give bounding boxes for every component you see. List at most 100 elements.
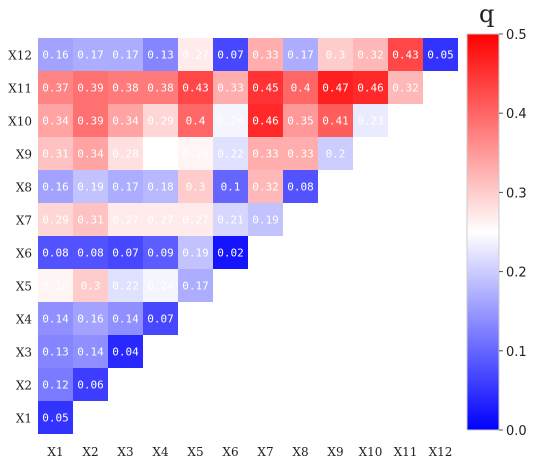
heatmap-cell — [213, 170, 248, 203]
cell-value-label: 0.31 — [77, 214, 104, 227]
colorbar-tick-label: 0.1 — [506, 345, 527, 360]
heatmap-cell — [283, 71, 318, 104]
cell-value-label: 0.13 — [42, 346, 69, 359]
colorbar-tick-label: 0.4 — [506, 107, 527, 122]
heatmap-cell — [248, 104, 283, 137]
heatmap-cell — [283, 170, 318, 203]
heatmap-cell — [143, 71, 178, 104]
cell-value-label: 0.32 — [392, 82, 419, 95]
heatmap-cell — [178, 71, 213, 104]
heatmap-cell — [73, 104, 108, 137]
heatmap-cell — [248, 38, 283, 71]
cell-value-label: 0.17 — [112, 49, 139, 62]
heatmap-cell — [73, 71, 108, 104]
heatmap-cell — [108, 203, 143, 236]
cell-value-label: 0.3 — [186, 181, 206, 194]
heatmap-cell — [318, 71, 353, 104]
heatmap-cell — [178, 137, 213, 170]
heatmap-cell — [73, 236, 108, 269]
cell-value-label: 0.19 — [77, 181, 104, 194]
heatmap-cell — [38, 71, 73, 104]
heatmap-cell — [108, 335, 143, 368]
cell-value-label: 0.38 — [112, 82, 139, 95]
heatmap-cell — [108, 71, 143, 104]
cell-value-label: 0.33 — [252, 49, 279, 62]
heatmap-cell — [248, 137, 283, 170]
cell-value-label: 0.02 — [217, 247, 244, 260]
colorbar-tick-label: 0.3 — [506, 186, 527, 201]
heatmap-cell — [143, 269, 178, 302]
heatmap-cell — [73, 170, 108, 203]
heatmap-cell — [38, 236, 73, 269]
heatmap-cell — [108, 104, 143, 137]
cell-value-label: 0.27 — [112, 214, 139, 227]
x-axis-tick-labels: X1 X2 X3 X4 X5 X6 X7 X8 X9 X10 X11 X12 — [47, 445, 452, 459]
heatmap-cell — [178, 269, 213, 302]
cell-value-label: 0.46 — [357, 82, 384, 95]
heatmap-cell — [213, 137, 248, 170]
cell-value-label: 0.39 — [77, 115, 104, 128]
heatmap-cell — [108, 269, 143, 302]
heatmap-cell — [143, 137, 178, 170]
colorbar-gradient — [466, 33, 500, 431]
cell-value-label: 0.17 — [287, 49, 314, 62]
cell-value-label: 0.22 — [217, 148, 244, 161]
y-tick-label: X3 — [16, 346, 32, 360]
cell-value-label: 0.16 — [42, 49, 69, 62]
cell-value-label: 0.37 — [42, 82, 69, 95]
heatmap-cell — [178, 170, 213, 203]
heatmap-cell — [143, 302, 178, 335]
heatmap-cell — [248, 71, 283, 104]
heatmap-cell — [318, 137, 353, 170]
cell-value-label: 0.08 — [77, 247, 104, 260]
heatmap-cell — [38, 401, 73, 434]
cell-value-label: 0.33 — [217, 82, 244, 95]
cell-value-label: 0.2 — [326, 148, 346, 161]
heatmap-cell — [108, 302, 143, 335]
cell-value-label: 0.46 — [252, 115, 279, 128]
heatmap-cell — [143, 104, 178, 137]
cell-value-label: 0.3 — [326, 49, 346, 62]
x-tick-label: X2 — [82, 445, 98, 459]
x-tick-label: X9 — [327, 445, 343, 459]
heatmap-cell — [213, 104, 248, 137]
heatmap-cell — [318, 38, 353, 71]
heatmap-cell — [143, 38, 178, 71]
cell-value-label: 0.09 — [147, 247, 174, 260]
heatmap-cell — [213, 236, 248, 269]
y-tick-label: X1 — [16, 412, 32, 426]
cell-value-label: 0.35 — [287, 115, 314, 128]
cell-value-label: 0.26 — [182, 148, 209, 161]
cell-value-label: 0.28 — [112, 148, 139, 161]
y-tick-label: X7 — [16, 214, 32, 228]
cell-value-label: 0.31 — [42, 148, 69, 161]
heatmap-cell — [353, 38, 388, 71]
cell-value-label: 0.43 — [182, 82, 209, 95]
cell-value-label: 0.3 — [81, 280, 101, 293]
cell-value-label: 0.34 — [42, 115, 69, 128]
heatmap-cell — [38, 269, 73, 302]
x-tick-label: X10 — [359, 445, 383, 459]
heatmap-cell — [38, 38, 73, 71]
cell-value-label: 0.33 — [287, 148, 314, 161]
cell-value-label: 0.27 — [182, 214, 209, 227]
cell-value-label: 0.14 — [112, 313, 139, 326]
cell-value-label: 0.27 — [147, 214, 174, 227]
y-tick-label: X12 — [8, 49, 32, 63]
y-tick-label: X4 — [16, 313, 33, 327]
cell-value-label: 0.07 — [147, 313, 174, 326]
cell-value-label: 0.24 — [217, 115, 244, 128]
heatmap-cell — [38, 137, 73, 170]
heatmap-cell — [143, 236, 178, 269]
heatmap-cell — [283, 38, 318, 71]
colorbar-title: q — [479, 0, 494, 28]
cell-value-label: 0.14 — [77, 346, 104, 359]
y-tick-label: X11 — [8, 82, 32, 96]
x-tick-label: X11 — [394, 445, 418, 459]
heatmap-cell — [108, 170, 143, 203]
cell-value-label: 0.08 — [287, 181, 314, 194]
cell-value-label: 0.07 — [217, 49, 244, 62]
cell-value-label: 0.33 — [252, 148, 279, 161]
cell-value-label: 0.34 — [112, 115, 139, 128]
